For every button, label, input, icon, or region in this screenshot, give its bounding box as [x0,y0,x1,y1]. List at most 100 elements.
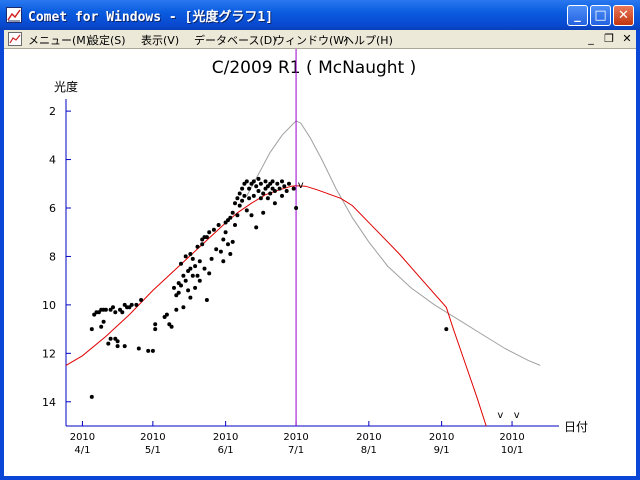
x-tick-year: 2010 [70,432,95,443]
mdi-close-button[interactable]: ✕ [622,32,632,45]
y-tick-label: 10 [42,299,56,312]
observation-point [221,259,226,264]
menu-database[interactable]: データベース(D) [194,34,277,47]
observation-point [240,198,245,203]
upper-limit-marks: vv v [298,180,520,421]
observation-point [254,184,259,189]
y-tick-label: 4 [49,154,56,167]
observation-point [268,191,273,196]
x-tick-year: 2010 [213,432,238,443]
observation-point [134,302,139,307]
maximize-button[interactable]: □ [590,5,611,26]
observation-point [101,319,106,324]
observation-point [291,186,296,191]
observation-point [136,346,141,351]
observation-point [153,322,158,327]
observation-point [237,191,242,196]
observation-point [111,305,115,310]
observation-point [272,189,277,193]
observation-point [240,186,245,191]
menu-settings[interactable]: 設定(S) [88,34,126,47]
y-tick-label: 2 [49,105,56,118]
observation-point [258,181,263,186]
mdi-restore-button[interactable]: ❐ [604,32,614,45]
observation-point [193,285,198,290]
menu-menu[interactable]: メニュー(M) [28,34,91,47]
observation-point [186,288,191,293]
observation-point [226,242,230,247]
observation-point [244,179,249,184]
observation-point [249,213,254,218]
observation-point [202,266,207,271]
observation-point [258,196,263,201]
observation-point [247,196,252,201]
observation-point [230,239,235,244]
menu-view[interactable]: 表示(V) [141,34,180,47]
observation-point [120,310,125,315]
observation-point [197,278,202,283]
menu-help[interactable]: ヘルプ(H) [343,34,393,47]
observation-point [181,273,186,278]
observation-point [172,285,176,290]
observation-point [284,189,289,193]
observation-point [209,256,214,261]
x-ticks: 2010 4/1 2010 5/1 2010 6/1 2010 7/1 2010 8/1 2010 9… [70,421,525,456]
observation-point [179,261,183,266]
observation-point [216,223,221,227]
observation-point [237,203,242,208]
observation-point [150,348,155,353]
observation-point [263,179,268,184]
upper-limit-mark: v [497,410,503,421]
title-bar[interactable]: Comet for Windows - [光度グラフ1] _ □ ✕ [0,0,640,30]
observation-point [207,230,212,235]
observation-point [270,179,275,184]
menu-window[interactable]: ウィンドウ(W) [274,34,349,47]
observation-point [169,324,174,329]
upper-limit-mark: v [514,410,520,421]
x-tick-date: 10/1 [501,445,523,456]
minimize-button[interactable]: _ [567,5,588,26]
observation-point [188,295,193,300]
observation-point [139,298,144,302]
observation-point [164,312,169,317]
x-tick-date: 4/1 [74,445,90,456]
y-axis-label: 光度 [54,79,78,94]
y-tick-label: 6 [49,202,56,215]
observation-point [129,302,134,307]
document-icon[interactable] [8,32,22,46]
observation-point [188,266,193,271]
observation-point [277,186,282,191]
observation-point [256,176,261,181]
observation-point [214,247,219,252]
observation-point [251,179,256,184]
observation-point [200,242,205,247]
observation-point [261,191,266,196]
x-tick-date: 9/1 [434,445,450,456]
mdi-minimize-button[interactable]: _ [588,32,594,45]
observation-point [282,184,287,189]
observation-point [195,273,200,278]
graph-area: C/2009 R1 ( McNaught ) 光度 日付 2 4 6 8 10 12 14 … [4,48,636,476]
observation-point [233,223,237,227]
observation-point [254,225,259,230]
y-tick-label: 12 [42,347,56,360]
observation-point [113,310,118,315]
observation-point [247,186,252,191]
app-icon[interactable] [6,7,22,23]
observation-point [294,206,299,210]
observation-point [228,252,233,256]
observation-point [287,181,291,186]
close-button[interactable]: ✕ [613,5,634,26]
observation-point [89,327,94,332]
observation-point [193,264,198,269]
observation-point [218,249,223,254]
chart-title: C/2009 R1 ( McNaught ) [212,58,417,78]
observation-point [183,254,188,259]
observation-point [233,201,237,206]
observation-point [99,324,104,329]
observation-point [242,193,247,198]
observation-point [244,208,249,213]
observation-point [106,341,111,346]
observation-point [115,344,120,349]
